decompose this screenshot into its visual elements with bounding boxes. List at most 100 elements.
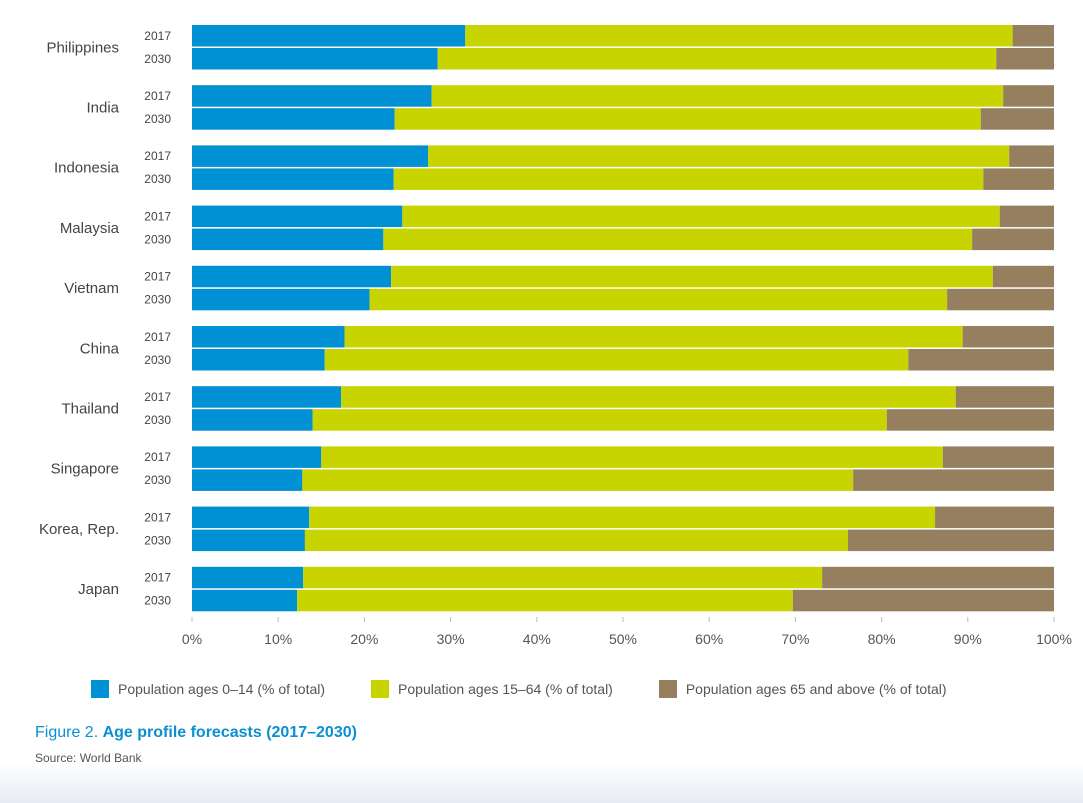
- stacked-bar-chart: Philippines 2017 2030 India 2017 2030 Indonesi…: [39, 25, 1072, 647]
- bar-segment: [853, 469, 1054, 491]
- bar-segment: [935, 506, 1054, 529]
- year-label: 2030: [144, 353, 171, 367]
- x-tick-label: 40%: [523, 631, 551, 647]
- year-label: 2030: [144, 112, 171, 126]
- bar-segment: [192, 265, 392, 288]
- figure-caption: Figure 2. Age profile forecasts (2017–20…: [35, 724, 357, 742]
- year-label: 2030: [144, 172, 171, 186]
- bar-segment: [369, 288, 948, 311]
- year-label: 2017: [144, 89, 171, 103]
- category-label: Korea, Rep.: [39, 521, 119, 538]
- bar-segment: [192, 48, 438, 70]
- legend: Population ages 0–14 (% of total) Popula…: [91, 680, 993, 698]
- year-label: 2030: [144, 293, 171, 307]
- bar-segment: [402, 205, 1000, 228]
- bar-segment: [947, 288, 1054, 311]
- bar-segment: [942, 446, 1054, 468]
- bar-segment: [341, 386, 956, 408]
- year-label: 2030: [144, 52, 171, 66]
- background-fade: [0, 763, 1083, 803]
- bar-segment: [393, 168, 984, 190]
- bar-segment: [192, 85, 432, 107]
- bar-segment: [847, 529, 1054, 552]
- bar-segment: [886, 409, 1054, 431]
- bar-segment: [1003, 85, 1054, 107]
- bar-segment: [431, 85, 1004, 107]
- category-label: Thailand: [61, 400, 119, 417]
- legend-item-ages-15-64: Population ages 15–64 (% of total): [371, 680, 613, 698]
- bar-segment: [192, 506, 310, 529]
- bar-segment: [980, 108, 1054, 130]
- bar-segment: [983, 168, 1054, 190]
- bar-segment: [192, 326, 345, 348]
- category-label: China: [80, 340, 120, 357]
- bar-segment: [465, 25, 1013, 47]
- category-label: Vietnam: [64, 280, 119, 297]
- bar-segment: [303, 566, 823, 589]
- year-label: 2017: [144, 571, 171, 585]
- bar-segment: [344, 326, 963, 348]
- bar-segment: [962, 326, 1054, 348]
- bar-segment: [992, 265, 1054, 288]
- bar-segment: [437, 48, 997, 70]
- year-label: 2017: [144, 270, 171, 284]
- bar-segment: [192, 589, 298, 612]
- year-label: 2017: [144, 149, 171, 163]
- bar-segment: [999, 205, 1054, 228]
- category-label: India: [86, 99, 119, 116]
- bar-segment: [428, 145, 1010, 167]
- bar-segment: [192, 145, 429, 167]
- bar-segment: [792, 589, 1054, 612]
- bar-segment: [822, 566, 1054, 589]
- bar-segment: [302, 469, 854, 491]
- bar-segment: [972, 228, 1054, 251]
- x-tick-label: 100%: [1036, 631, 1072, 647]
- bar-segment: [192, 108, 395, 130]
- legend-item-ages-0-14: Population ages 0–14 (% of total): [91, 680, 325, 698]
- bar-segment: [192, 205, 403, 228]
- year-label: 2030: [144, 232, 171, 246]
- bar-segment: [1012, 25, 1054, 47]
- bar-segment: [394, 108, 981, 130]
- bar-segment: [192, 288, 370, 311]
- legend-label: Population ages 65 and above (% of total…: [685, 681, 947, 697]
- category-label: Philippines: [46, 39, 119, 56]
- bar-segment: [312, 409, 887, 431]
- category-label: Indonesia: [54, 160, 120, 177]
- x-tick-label: 70%: [781, 631, 809, 647]
- bar-segment: [955, 386, 1054, 408]
- x-tick-label: 50%: [609, 631, 637, 647]
- bar-segment: [192, 446, 322, 468]
- bar-segment: [324, 349, 909, 371]
- caption-prefix: Figure 2.: [35, 724, 99, 741]
- x-tick-label: 60%: [695, 631, 723, 647]
- year-label: 2017: [144, 330, 171, 344]
- legend-swatch: [91, 680, 109, 698]
- legend-item-ages-65-plus: Population ages 65 and above (% of total…: [658, 680, 947, 698]
- bar-segment: [192, 566, 304, 589]
- legend-label: Population ages 15–64 (% of total): [398, 681, 613, 697]
- bar-segment: [996, 48, 1054, 70]
- year-label: 2017: [144, 390, 171, 404]
- bar-segment: [304, 529, 848, 552]
- year-label: 2030: [144, 594, 171, 608]
- x-tick-label: 20%: [350, 631, 378, 647]
- source-note: Source: World Bank: [35, 751, 142, 765]
- bar-segment: [192, 25, 466, 47]
- bar-segment: [1009, 145, 1054, 167]
- bar-segment: [383, 228, 973, 251]
- bar-segment: [192, 349, 325, 371]
- legend-label: Population ages 0–14 (% of total): [118, 681, 326, 697]
- bar-segment: [391, 265, 993, 288]
- bar-segment: [192, 168, 394, 190]
- bar-segment: [192, 228, 384, 251]
- x-tick-label: 90%: [954, 631, 982, 647]
- bar-segment: [297, 589, 793, 612]
- legend-swatch: [371, 680, 390, 698]
- bar-segment: [192, 469, 303, 491]
- year-label: 2017: [144, 209, 171, 223]
- category-label: Malaysia: [60, 220, 120, 237]
- year-label: 2030: [144, 413, 171, 427]
- x-tick-label: 0%: [182, 631, 202, 647]
- category-label: Japan: [78, 581, 119, 598]
